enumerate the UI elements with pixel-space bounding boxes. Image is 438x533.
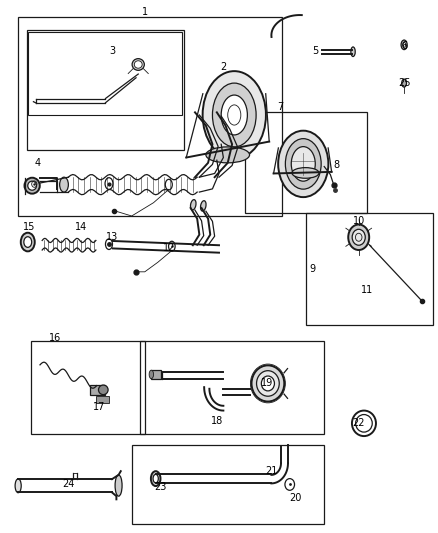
Ellipse shape xyxy=(221,95,247,135)
Text: 21: 21 xyxy=(265,466,278,476)
Ellipse shape xyxy=(401,40,407,50)
Bar xyxy=(18,17,283,216)
Ellipse shape xyxy=(402,79,406,87)
Bar xyxy=(245,112,367,213)
Text: 11: 11 xyxy=(361,286,374,295)
Ellipse shape xyxy=(206,147,250,163)
Text: 24: 24 xyxy=(62,480,74,489)
Ellipse shape xyxy=(257,370,279,396)
Ellipse shape xyxy=(115,475,122,496)
Ellipse shape xyxy=(24,237,32,247)
Ellipse shape xyxy=(212,83,256,147)
Ellipse shape xyxy=(352,229,365,245)
Ellipse shape xyxy=(348,224,369,250)
Bar xyxy=(31,341,145,434)
Text: 10: 10 xyxy=(353,216,365,227)
Text: 20: 20 xyxy=(289,492,302,503)
Text: 18: 18 xyxy=(211,416,223,426)
Text: 7: 7 xyxy=(277,102,283,112)
Text: 13: 13 xyxy=(106,232,118,243)
Ellipse shape xyxy=(151,471,160,486)
Text: 14: 14 xyxy=(75,222,88,232)
Ellipse shape xyxy=(203,71,266,159)
Text: 17: 17 xyxy=(93,402,105,413)
Ellipse shape xyxy=(134,61,142,68)
Text: 9: 9 xyxy=(310,264,316,274)
Ellipse shape xyxy=(351,47,355,56)
Bar xyxy=(132,445,324,524)
Ellipse shape xyxy=(201,201,206,211)
Bar xyxy=(27,30,184,150)
Ellipse shape xyxy=(15,479,21,492)
Ellipse shape xyxy=(286,139,321,189)
Text: 5: 5 xyxy=(312,46,318,56)
Text: 22: 22 xyxy=(353,418,365,429)
Ellipse shape xyxy=(278,131,328,197)
Ellipse shape xyxy=(25,177,40,193)
Text: 25: 25 xyxy=(398,78,411,88)
Ellipse shape xyxy=(132,59,145,70)
Text: 1: 1 xyxy=(142,7,148,18)
Text: 19: 19 xyxy=(261,378,273,389)
Text: 12: 12 xyxy=(162,243,175,253)
Ellipse shape xyxy=(191,200,196,210)
Ellipse shape xyxy=(60,177,68,192)
Text: 16: 16 xyxy=(49,333,61,343)
Text: 3: 3 xyxy=(109,46,115,56)
Text: 2: 2 xyxy=(220,62,226,72)
Ellipse shape xyxy=(251,366,284,401)
Ellipse shape xyxy=(292,167,319,178)
Text: 6: 6 xyxy=(402,41,408,51)
Ellipse shape xyxy=(403,43,406,47)
Text: 4: 4 xyxy=(35,158,41,168)
Text: 8: 8 xyxy=(334,160,340,171)
Bar xyxy=(28,31,182,115)
Bar xyxy=(141,341,324,434)
Ellipse shape xyxy=(28,181,36,190)
Ellipse shape xyxy=(149,370,153,378)
Bar xyxy=(96,395,109,403)
Ellipse shape xyxy=(291,147,315,181)
Bar xyxy=(306,213,433,325)
Ellipse shape xyxy=(99,385,108,394)
Bar xyxy=(90,384,106,395)
Text: 15: 15 xyxy=(23,222,35,232)
Ellipse shape xyxy=(153,474,158,483)
Ellipse shape xyxy=(261,376,275,391)
Ellipse shape xyxy=(21,233,35,252)
Bar xyxy=(151,370,161,378)
Text: 23: 23 xyxy=(154,482,166,492)
